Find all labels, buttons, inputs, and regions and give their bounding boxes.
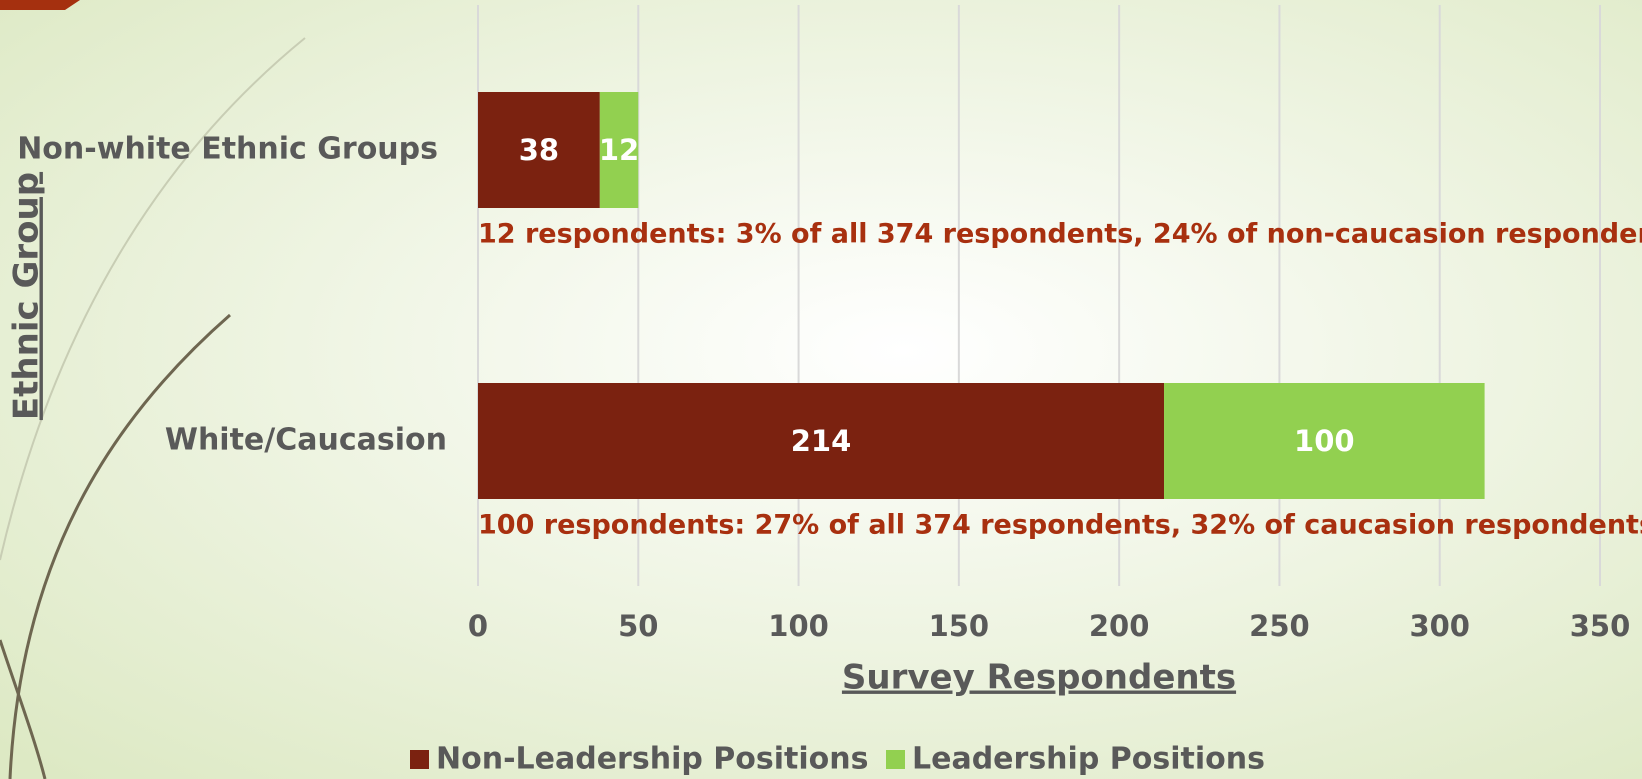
data-label: 12 xyxy=(599,133,639,167)
legend-label: Non-Leadership Positions xyxy=(436,742,868,777)
legend-label: Leadership Positions xyxy=(912,742,1265,777)
data-label: 100 xyxy=(1294,424,1355,458)
x-tick-label: 200 xyxy=(1089,609,1150,643)
y-tick-label: White/Caucasion xyxy=(165,423,447,458)
legend-swatch xyxy=(410,750,429,769)
annotation: 100 respondents: 27% of all 374 responde… xyxy=(478,510,1642,541)
legend-swatch xyxy=(886,750,905,769)
x-tick-label: 150 xyxy=(929,609,990,643)
x-tick-label: 50 xyxy=(618,609,658,643)
x-axis-title: Survey Respondents xyxy=(842,658,1236,698)
chart: Survey Respondents Ethnic Group 0 50 100 15… xyxy=(0,0,1642,779)
data-label: 214 xyxy=(791,424,852,458)
annotation: 12 respondents: 3% of all 374 respondent… xyxy=(478,219,1642,250)
x-tick-label: 100 xyxy=(768,609,829,643)
y-tick-label: Non-white Ethnic Groups xyxy=(17,132,438,167)
x-tick-label: 250 xyxy=(1249,609,1310,643)
y-axis-title: Ethnic Group xyxy=(7,172,47,420)
x-tick-label: 300 xyxy=(1409,609,1470,643)
x-tick-label: 350 xyxy=(1570,609,1631,643)
data-label: 38 xyxy=(519,133,559,167)
x-tick-label: 0 xyxy=(468,609,488,643)
